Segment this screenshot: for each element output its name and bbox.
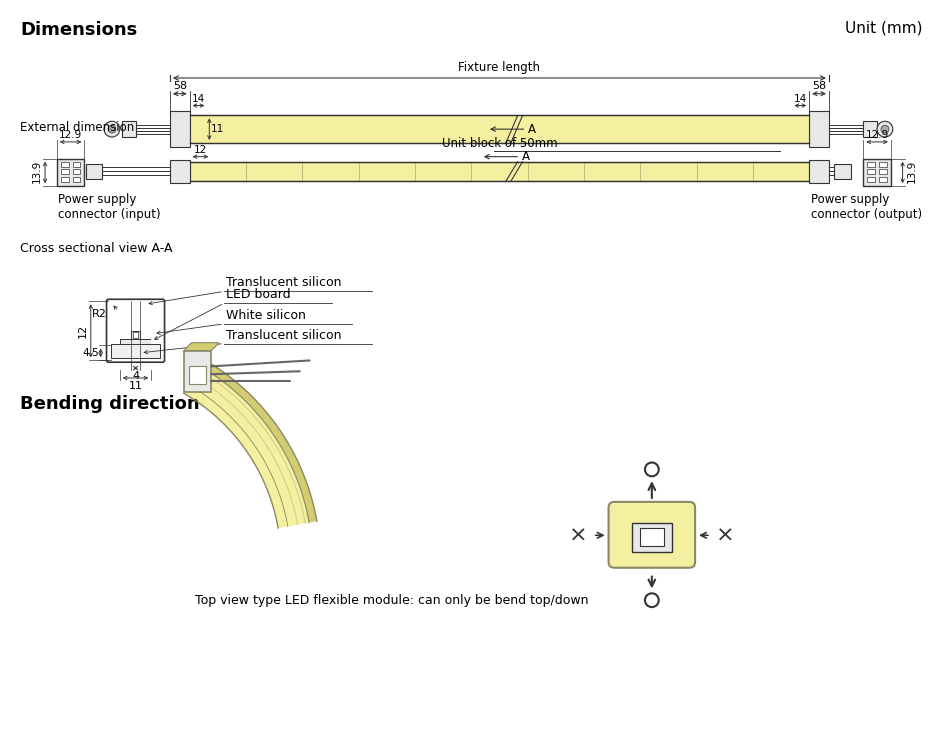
Text: 14: 14 <box>192 94 205 104</box>
Bar <box>867 177 875 182</box>
Bar <box>864 159 891 186</box>
Bar <box>809 160 828 183</box>
Text: Translucent silicon: Translucent silicon <box>226 328 341 341</box>
Text: White silicon: White silicon <box>226 309 306 322</box>
Bar <box>57 159 85 186</box>
Text: A: A <box>522 150 530 164</box>
Text: Fixture length: Fixture length <box>459 61 541 74</box>
Bar <box>86 164 102 179</box>
Bar <box>61 161 68 166</box>
Text: Power supply
connector (input): Power supply connector (input) <box>58 193 161 221</box>
Bar <box>867 161 875 166</box>
Bar <box>61 170 68 175</box>
Bar <box>61 177 68 182</box>
Text: Bending direction: Bending direction <box>21 394 200 412</box>
Bar <box>190 116 809 143</box>
Bar <box>170 160 190 183</box>
FancyBboxPatch shape <box>609 502 695 568</box>
Text: ×: × <box>716 525 735 545</box>
Text: 13.9: 13.9 <box>906 160 917 183</box>
Text: 4.5: 4.5 <box>82 348 99 358</box>
Bar <box>111 344 160 358</box>
Text: Dimensions: Dimensions <box>21 21 138 39</box>
Text: 13.9: 13.9 <box>32 160 42 183</box>
Text: LED board: LED board <box>226 288 291 302</box>
Text: ×: × <box>569 525 587 545</box>
Bar <box>111 332 120 344</box>
Bar <box>72 170 81 175</box>
Polygon shape <box>200 359 317 523</box>
Bar <box>867 170 875 175</box>
Bar <box>879 170 887 175</box>
Polygon shape <box>183 343 219 350</box>
Bar <box>189 366 206 384</box>
Text: 14: 14 <box>793 94 807 104</box>
Bar <box>72 161 81 166</box>
Bar <box>879 161 887 166</box>
Text: 58: 58 <box>173 81 187 91</box>
Bar <box>183 350 211 392</box>
Bar <box>879 177 887 182</box>
Text: Top view type LED flexible module: can only be bend top/down: Top view type LED flexible module: can o… <box>195 594 588 608</box>
Bar <box>151 332 160 344</box>
Text: 11: 11 <box>211 124 224 134</box>
Bar <box>834 164 851 179</box>
Bar <box>72 177 81 182</box>
Text: A: A <box>528 123 537 136</box>
Text: 12: 12 <box>194 145 207 154</box>
Text: 11: 11 <box>128 381 142 391</box>
Text: Power supply
connector (output): Power supply connector (output) <box>811 193 922 221</box>
Circle shape <box>108 125 116 133</box>
Circle shape <box>877 122 893 137</box>
Bar <box>809 112 828 147</box>
Bar <box>170 112 190 147</box>
Bar <box>632 523 672 552</box>
Text: 12.9: 12.9 <box>865 130 888 140</box>
Polygon shape <box>183 359 317 528</box>
Circle shape <box>104 122 120 137</box>
Text: External dimension: External dimension <box>21 121 135 134</box>
Text: 4: 4 <box>132 371 139 381</box>
Bar <box>120 338 151 344</box>
Text: 12.9: 12.9 <box>59 130 83 140</box>
Bar <box>130 331 141 338</box>
FancyBboxPatch shape <box>106 299 164 362</box>
Text: 12: 12 <box>78 324 87 338</box>
Bar <box>864 122 877 137</box>
Text: Translucent silicon: Translucent silicon <box>226 277 341 290</box>
Bar <box>133 332 139 338</box>
Bar <box>640 529 664 546</box>
Bar <box>122 122 136 137</box>
Text: Cross sectional view A-A: Cross sectional view A-A <box>21 242 173 255</box>
Bar <box>190 161 809 182</box>
Text: R2: R2 <box>91 309 106 319</box>
Text: Unit block of 50mm: Unit block of 50mm <box>442 136 558 150</box>
Circle shape <box>881 125 889 133</box>
Text: 58: 58 <box>812 81 826 91</box>
Text: Unit (mm): Unit (mm) <box>845 21 922 36</box>
